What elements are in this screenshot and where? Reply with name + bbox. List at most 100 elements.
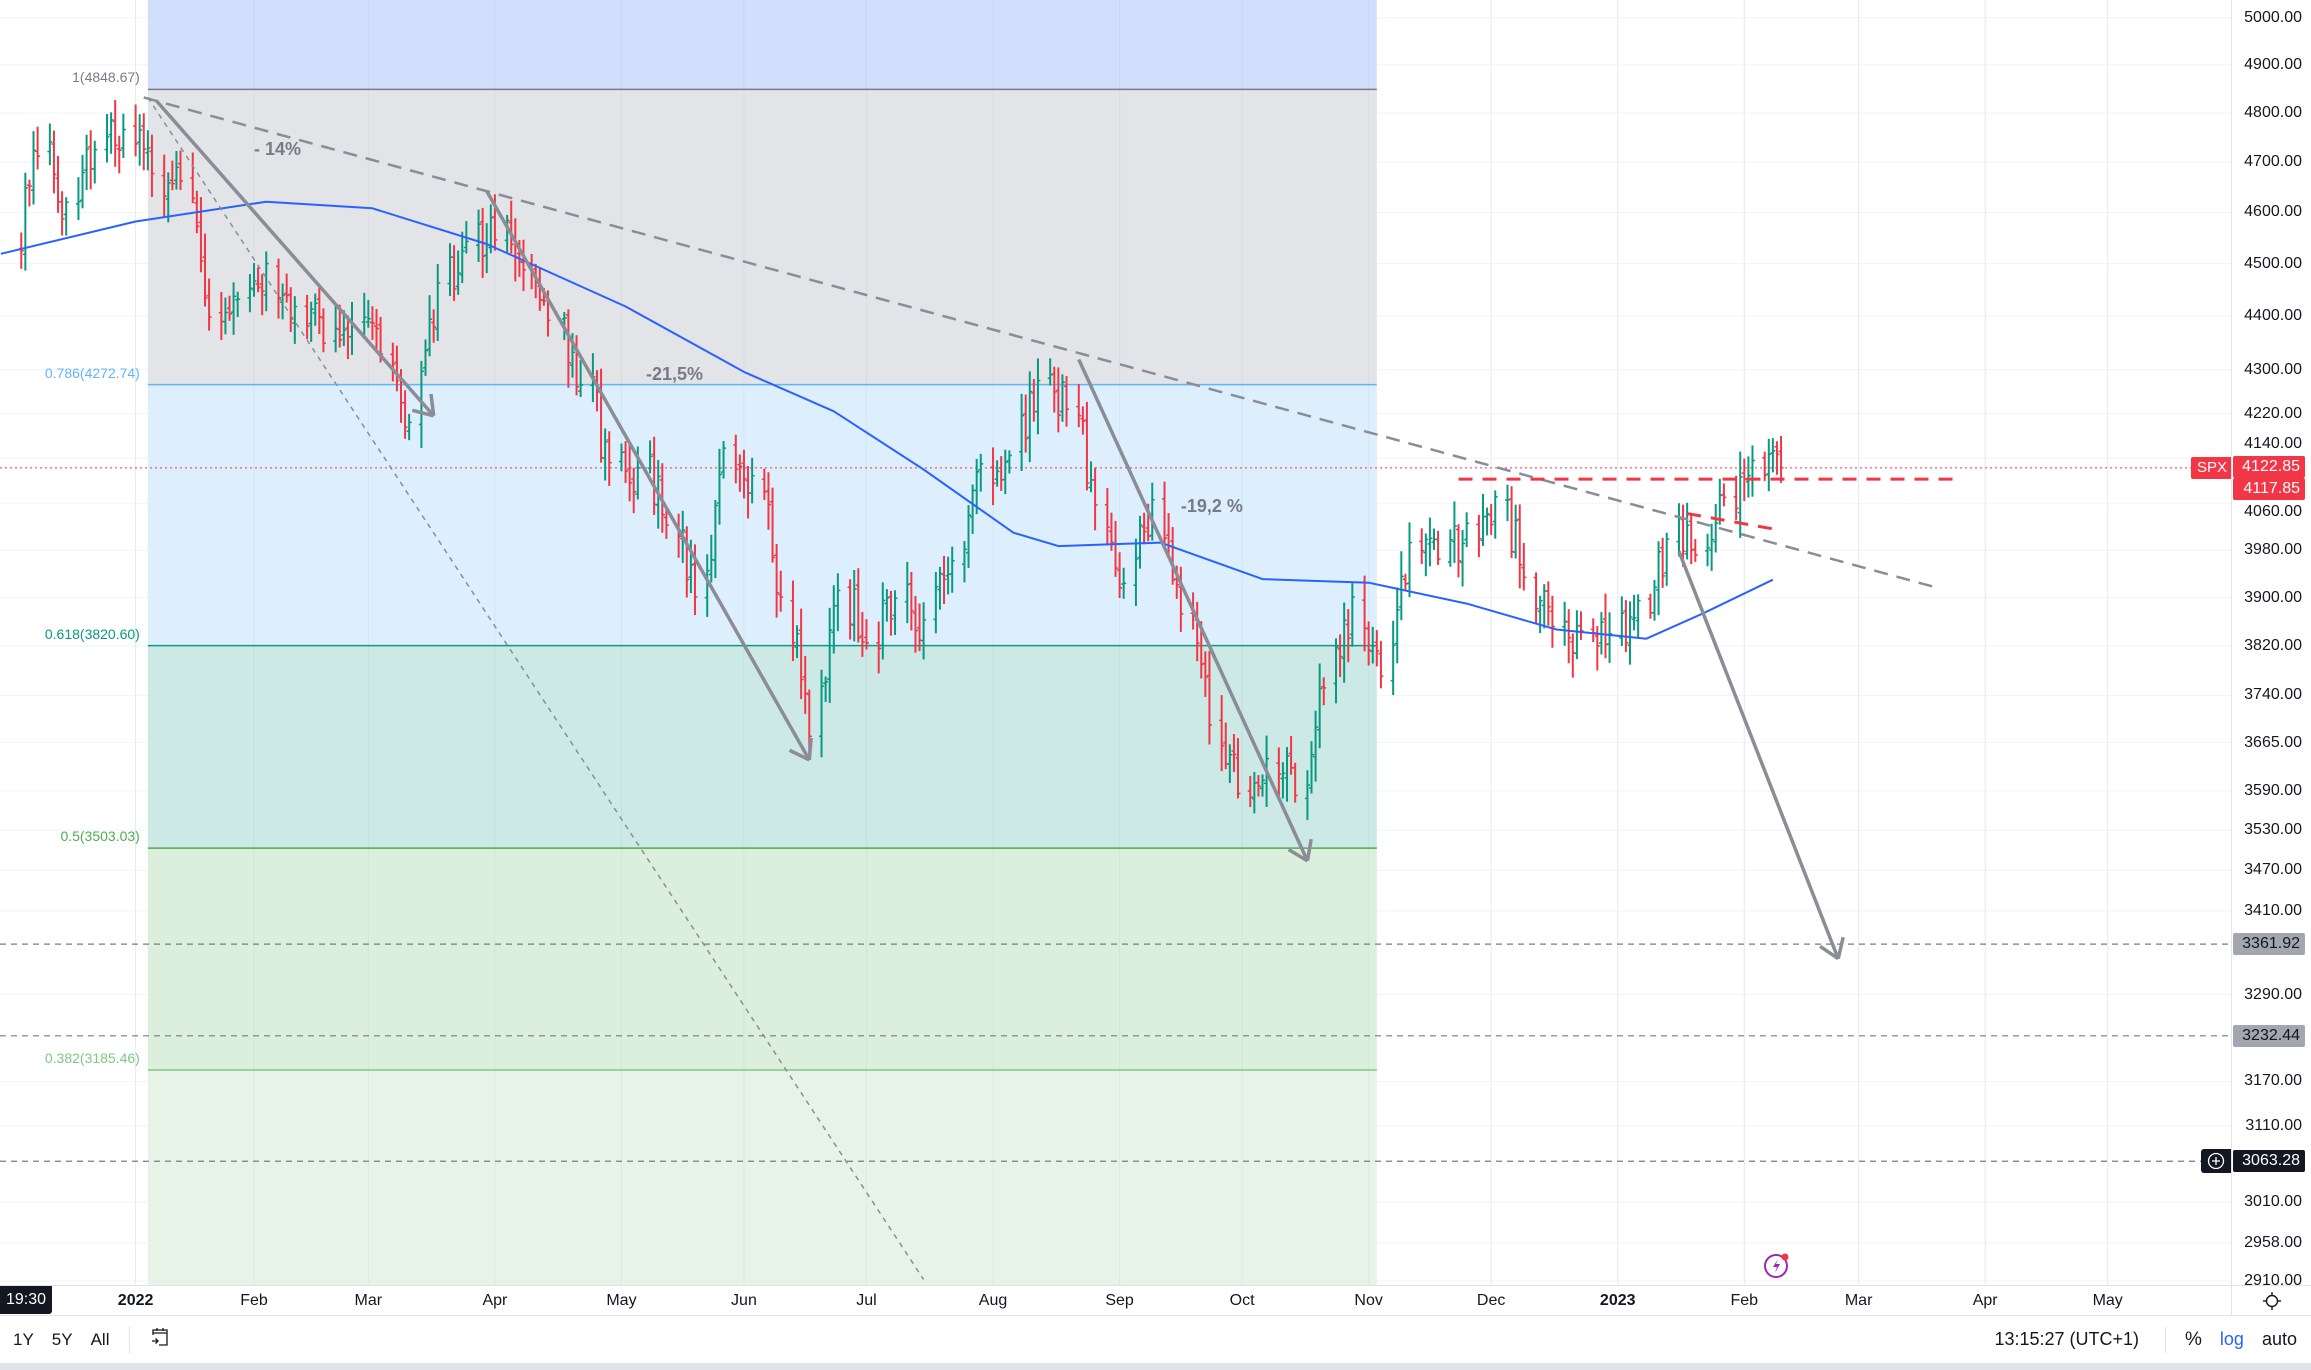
price-bar [1631,594,1637,631]
axis-settings-button[interactable] [2231,1285,2311,1316]
price-bar [684,526,690,598]
price-axis[interactable]: 5000.00 4900.00 4800.00 4700.00 4600.00 4500.… [2231,0,2311,1285]
price-bar [108,112,114,154]
price-bar [231,282,237,335]
toolbar-divider [128,1326,130,1353]
price-bar [578,359,584,397]
percent-scale-button[interactable]: % [2185,1328,2202,1350]
go-to-date-button[interactable] [140,1326,180,1353]
price-bar [320,308,326,353]
price-bar [47,123,53,166]
arrow-head [788,748,811,762]
price-bar [1709,523,1715,571]
price-bar [1231,734,1237,773]
price-bar [802,655,808,714]
price-bar [1451,501,1457,563]
price-tick-label: 3410.00 [2244,901,2302,919]
price-bar [904,561,910,624]
price-bar [1304,770,1310,820]
price-bar [921,602,927,660]
price-bar [1333,638,1339,704]
fib-zone [147,89,1377,385]
price-bar [337,304,343,348]
price-bar [994,460,1000,487]
time-axis[interactable]: May Apr Mar Feb 2023 Dec Nov Oct Sep Aug Jul Jun May… [0,1285,2311,1316]
price-bar [1492,490,1498,539]
percent-annotation[interactable]: -21,5% [645,364,704,385]
toolbar-divider [2165,1326,2167,1353]
price-bar [247,274,253,313]
price-bar [1455,524,1461,578]
price-bar [1117,552,1123,599]
percent-annotation[interactable]: - 14% [254,138,302,159]
lightning-icon[interactable] [1763,1251,1791,1279]
auto-scale-button[interactable]: auto [2261,1329,2297,1349]
fib-level-label: 0.618(3820.60) [44,625,140,642]
price-tick-label: 3590.00 [2244,781,2302,799]
price-bar [476,209,482,263]
price-bar [1276,747,1282,798]
price-bar [1313,710,1319,782]
price-bar [823,676,829,702]
price-bar [749,457,755,504]
price-bar [1476,514,1482,558]
log-scale-button[interactable]: log [2219,1329,2244,1349]
price-bar [390,342,396,382]
price-bar [623,441,629,484]
price-bar [774,543,780,618]
price-bar [373,309,379,350]
price-bar [1521,542,1527,591]
time-tick-label: Aug [978,1292,1008,1309]
price-bar [1574,610,1580,660]
clock[interactable]: 13:15:27 (UTC+1) [1994,1329,2140,1349]
price-bar [908,571,914,631]
price-tick-label: 4700.00 [2244,153,2302,171]
price-bar [394,345,400,392]
price-bar [892,590,898,636]
price-bar [1713,504,1719,553]
price-bar [137,114,143,166]
price-bar [1064,376,1070,427]
time-tick-label: Jun [731,1292,757,1309]
range-5y-button[interactable]: 5Y [51,1329,73,1349]
price-bar [1590,618,1596,643]
price-bar [202,233,208,307]
percent-annotation[interactable]: -19,2 % [1180,495,1243,516]
time-tick-label: Dec [1476,1292,1506,1309]
price-bar [961,541,967,583]
price-bar [161,154,167,217]
add-alert-button[interactable] [2201,1149,2231,1174]
chart-pane[interactable]: 1(4848.67) 0.786(4272.74) 0.618(3820.60) 0.… [0,0,2231,1285]
price-tick-label: 4060.00 [2244,502,2302,520]
price-bar [1027,371,1033,463]
price-bar [1741,458,1747,502]
price-bar [80,154,86,209]
price-bar [1705,533,1711,567]
price-tick-label: 4220.00 [2244,404,2302,422]
price-bar [173,150,179,190]
price-bar [1255,775,1261,797]
price-bar [1260,774,1266,797]
price-bar [1549,595,1555,648]
price-bar [251,263,257,297]
price-bar [451,245,457,301]
price-bar [1349,581,1355,647]
price-bar [1562,601,1568,646]
price-bar [178,150,184,191]
arrow-head [807,737,813,761]
time-tick-label: 2022 [117,1292,154,1309]
price-tick-label: 4600.00 [2244,203,2302,221]
price-tick-label: 3530.00 [2244,821,2302,839]
arrow-line [154,99,435,417]
price-bar [884,589,890,622]
price-bar [1607,612,1613,663]
price-bar [1623,600,1629,653]
range-1y-button[interactable]: 1Y [13,1329,34,1349]
price-bar [937,566,943,610]
price-bar [308,301,314,342]
price-bar [1341,602,1347,683]
price-tick-label: 3290.00 [2244,985,2302,1003]
price-chart[interactable] [0,0,2231,1285]
price-bar [104,114,110,163]
range-all-button[interactable]: All [90,1329,110,1349]
